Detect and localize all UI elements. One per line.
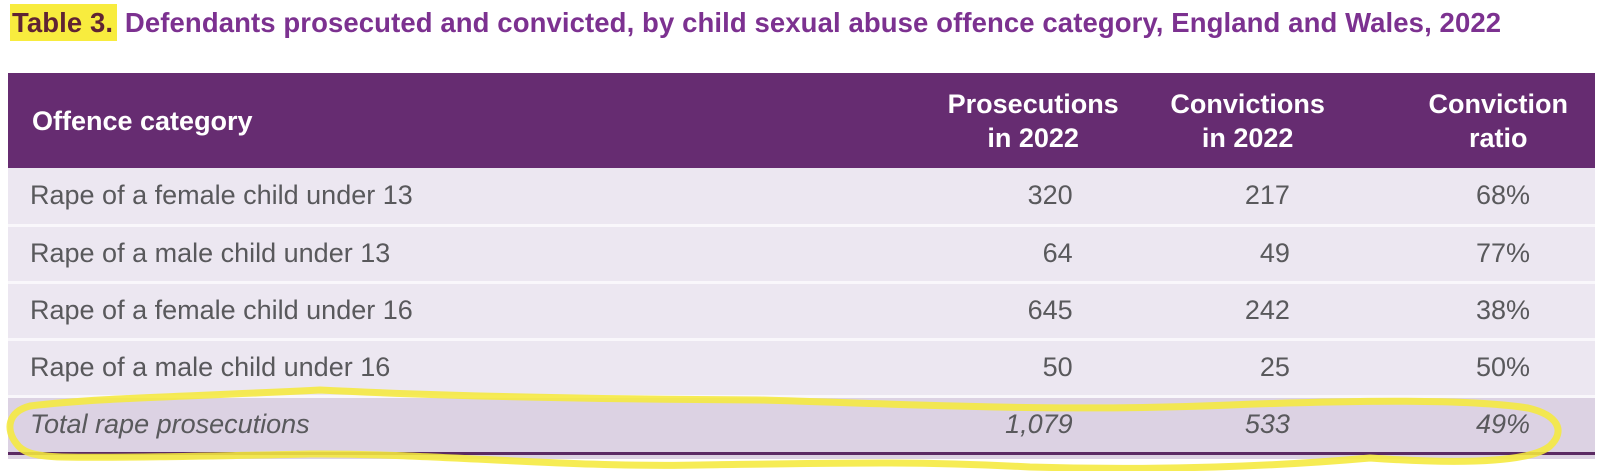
convictions-cell: 217 (1142, 168, 1365, 225)
table-row: Rape of a male child under 13 64 49 77% (8, 223, 1595, 282)
total-prosecutions-cell: 1,079 (888, 394, 1143, 452)
prosecutions-cell: 64 (888, 223, 1143, 282)
table-total-row: Total rape prosecutions 1,079 533 49% (8, 394, 1595, 452)
convictions-cell: 49 (1142, 223, 1365, 282)
ratio-cell: 50% (1364, 337, 1595, 396)
table-header-row: Offence category Prosecutions in 2022 Con… (8, 73, 1595, 168)
table-number-highlight: Table 3. (10, 4, 118, 41)
total-ratio-cell: 49% (1364, 394, 1595, 452)
offence-cell: Rape of a female child under 13 (8, 168, 889, 225)
table-caption-text: Defendants prosecuted and convicted, by … (117, 7, 1502, 38)
prosecutions-cell: 320 (888, 168, 1143, 225)
convictions-cell: 242 (1142, 280, 1365, 339)
prosecutions-cell: 645 (888, 280, 1143, 339)
ratio-cell: 77% (1364, 223, 1595, 282)
offence-table: Offence category Prosecutions in 2022 Con… (8, 73, 1595, 452)
convictions-cell: 25 (1142, 337, 1365, 396)
table-bottom-rule (8, 452, 1595, 459)
offence-cell: Rape of a female child under 16 (8, 280, 889, 339)
document-page: Table 3. Defendants prosecuted and convi… (0, 4, 1600, 471)
total-convictions-cell: 533 (1142, 394, 1365, 452)
table-row: Rape of a female child under 16 645 242 … (8, 280, 1595, 339)
column-header-prosecutions: Prosecutions in 2022 (888, 73, 1143, 168)
total-offence-cell: Total rape prosecutions (8, 394, 889, 452)
ratio-cell: 68% (1364, 168, 1595, 225)
offence-cell: Rape of a male child under 13 (8, 223, 889, 282)
offence-cell: Rape of a male child under 16 (8, 337, 889, 396)
table-row: Rape of a male child under 16 50 25 50% (8, 337, 1595, 396)
table-row: Rape of a female child under 13 320 217 … (8, 168, 1595, 225)
ratio-cell: 38% (1364, 280, 1595, 339)
prosecutions-cell: 50 (888, 337, 1143, 396)
column-header-offence-category: Offence category (8, 73, 889, 168)
column-header-convictions: Convictions in 2022 (1142, 73, 1365, 168)
table-caption: Table 3. Defendants prosecuted and convi… (10, 4, 1600, 41)
column-header-conviction-ratio: Conviction ratio (1364, 73, 1595, 168)
